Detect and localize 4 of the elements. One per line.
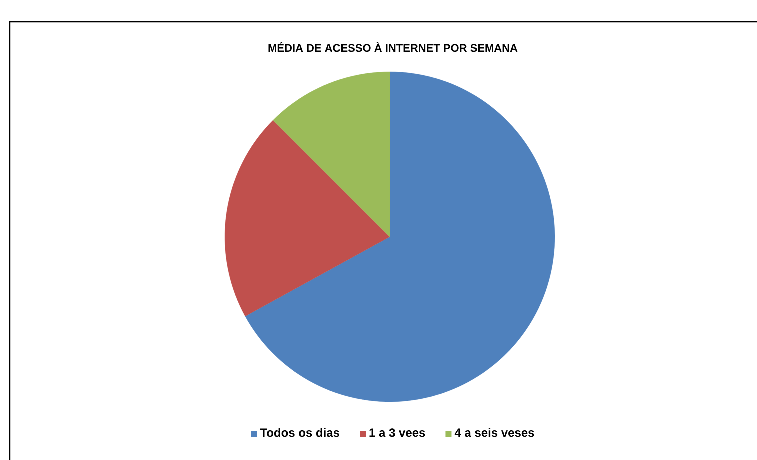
legend-label: 1 a 3 vees — [370, 428, 426, 438]
chart-title: MÉDIA DE ACESSO À INTERNET POR SEMANA — [268, 42, 518, 52]
legend-label: 4 a seis veses — [454, 428, 534, 438]
legend-label: Todos os dias — [260, 428, 340, 438]
